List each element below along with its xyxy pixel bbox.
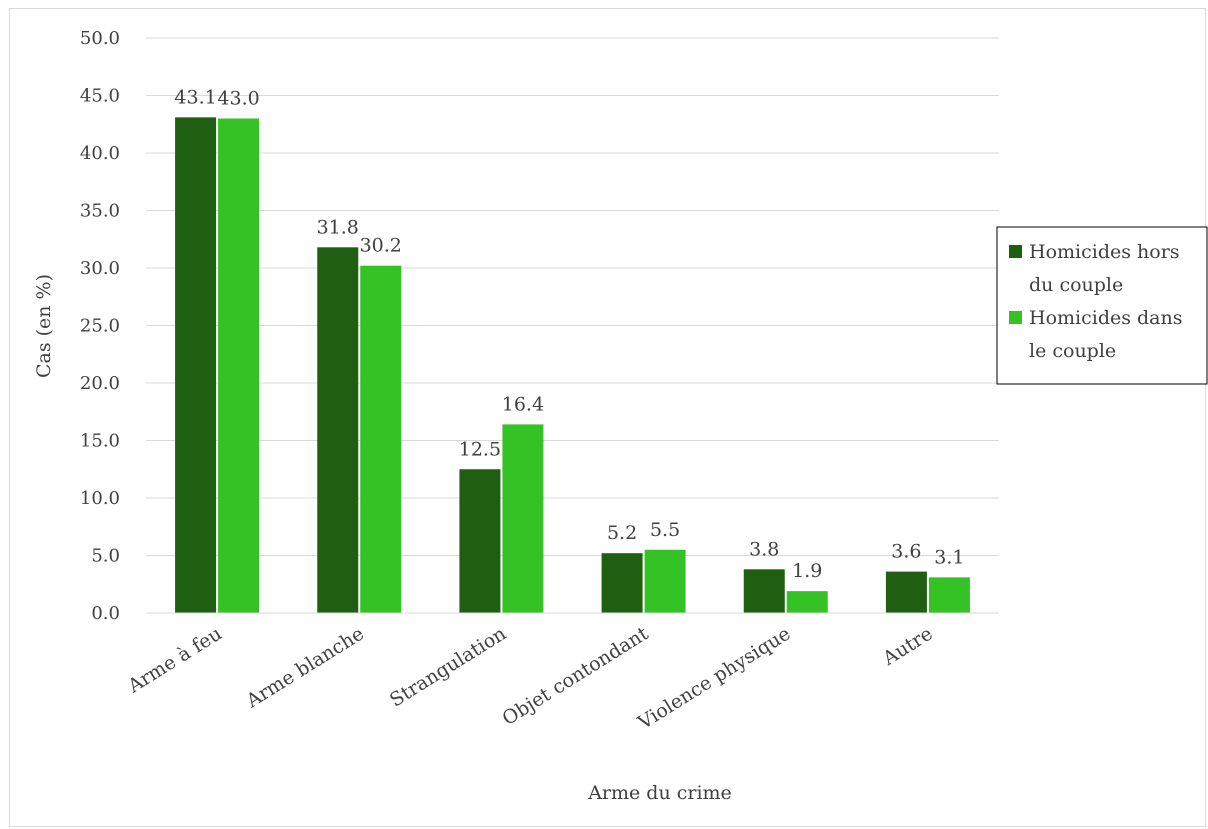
bars: [175, 117, 970, 614]
data-label: 5.2: [607, 522, 637, 544]
y-axis-ticks: 0.0 5.0 10.0 15.0 20.0 25.0 30.0 35.0 40.0 45.0 50…: [80, 28, 120, 624]
bar-series2: [644, 549, 686, 613]
x-axis-categories: Arme à feu Arme blanche StrangulationObjet…: [123, 622, 936, 734]
gridlines: [146, 37, 999, 556]
bar-series2: [218, 118, 260, 613]
data-label: 16.4: [502, 393, 544, 415]
y-tick-label: 35.0: [80, 201, 120, 222]
y-tick-label: 40.0: [80, 143, 120, 164]
data-label: 5.5: [650, 519, 680, 541]
data-label: 3.6: [891, 541, 921, 563]
legend-label: Homicides hors: [1029, 241, 1180, 263]
y-axis-title: Cas (en %): [33, 274, 55, 378]
x-category-label: Violence physique: [633, 623, 794, 735]
data-label: 1.9: [792, 560, 822, 582]
bar-series1: [317, 247, 359, 614]
y-tick-label: 20.0: [80, 373, 120, 394]
x-category-label: Arme à feu: [123, 623, 225, 698]
x-category-label: Strangulation: [386, 623, 510, 712]
y-tick-label: 0.0: [91, 603, 120, 624]
legend-box: [996, 226, 1208, 385]
x-category-label: Arme blanche: [242, 623, 368, 713]
bar-series1: [743, 569, 785, 613]
bar-series1: [601, 553, 643, 613]
y-tick-label: 30.0: [80, 258, 120, 279]
y-tick-label: 25.0: [80, 316, 120, 337]
bar-series2: [786, 591, 828, 613]
x-axis-title: Arme du crime: [587, 782, 732, 804]
bar-series1: [175, 117, 217, 613]
data-label: 12.5: [459, 438, 501, 460]
data-label: 43.1: [174, 86, 216, 108]
bar-series2: [928, 577, 970, 613]
y-tick-label: 15.0: [80, 431, 120, 452]
data-label: 3.8: [749, 538, 779, 560]
data-label: 43.0: [217, 88, 259, 110]
legend-label: le couple: [1029, 340, 1116, 362]
bar-series1: [459, 469, 501, 613]
bar-series2: [360, 265, 402, 613]
legend-label: Homicides dans: [1029, 307, 1183, 329]
data-label: 30.2: [360, 235, 402, 257]
legend-swatch: [1009, 311, 1022, 324]
bar-series1: [885, 571, 927, 613]
x-category-label: Autre: [878, 623, 936, 671]
legend-swatch: [1009, 245, 1022, 258]
legend-label: du couple: [1029, 274, 1123, 296]
data-labels: 43.1 43.0 31.830.2 12.5 16.4 5.2 5.5 3.8 1.9 3.6 3…: [174, 86, 964, 582]
data-label: 3.1: [934, 546, 964, 568]
y-tick-label: 45.0: [80, 86, 120, 107]
y-tick-label: 50.0: [80, 28, 120, 49]
data-label: 31.8: [317, 216, 359, 238]
bar-series2: [502, 424, 544, 613]
y-tick-label: 5.0: [91, 546, 120, 567]
y-tick-label: 10.0: [80, 488, 120, 509]
x-category-label: Objet contondant: [498, 622, 652, 730]
legend: Homicides hors du couple Homicides dans le …: [996, 226, 1208, 385]
